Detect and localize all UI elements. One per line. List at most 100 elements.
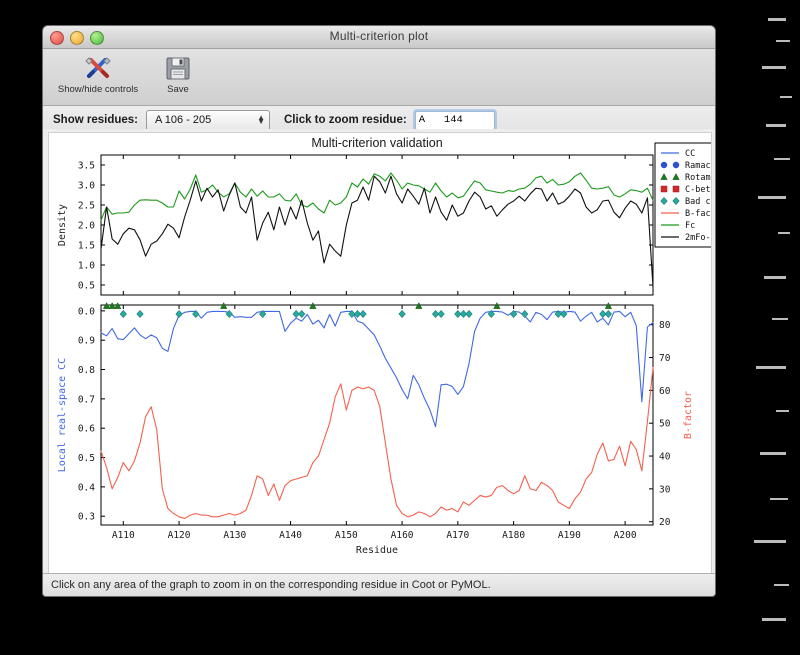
top-y-tick-label: 2.5: [78, 200, 95, 211]
bottom-y2-tick-label: 60: [659, 386, 671, 397]
minimize-button[interactable]: [70, 31, 84, 45]
marker-bad-clash: [465, 309, 473, 319]
bottom-y-tick-label: 0.4: [78, 482, 95, 493]
marker-bad-clash: [487, 309, 495, 319]
marker-rotamer: [604, 302, 613, 309]
marker-bad-clash: [353, 309, 362, 319]
backdrop-streak: [774, 158, 790, 160]
zoom-residue-label: Click to zoom residue:: [284, 114, 407, 126]
backdrop-streak: [768, 18, 786, 21]
save-label: Save: [167, 84, 189, 95]
show-hide-controls-label: Show/hide controls: [57, 84, 139, 95]
marker-bad-clash: [431, 309, 440, 319]
marker-bad-clash: [521, 309, 529, 319]
top-y-tick-label: 1.5: [78, 240, 95, 251]
bottom-x-tick-label: A160: [391, 530, 414, 541]
marker-bad-clash: [398, 309, 406, 319]
bottom-series-b-factor: [100, 366, 654, 519]
bottom-x-tick-label: A180: [502, 530, 525, 541]
window-controls: [50, 31, 104, 45]
zoom-residue-input[interactable]: [414, 110, 495, 130]
residue-range-value: A 106 - 205: [155, 114, 212, 126]
marker-rotamer: [493, 302, 501, 309]
bottom-y2-tick-label: 70: [659, 353, 671, 364]
backdrop-streak: [774, 584, 789, 586]
bottom-y2-tick-label: 30: [659, 484, 671, 495]
legend-box: [654, 142, 711, 248]
marker-bad-clash: [259, 309, 267, 319]
marker-rotamer: [415, 302, 423, 309]
legend-label-c-beta: C-beta: [685, 185, 711, 195]
top-y-tick-label: 0.5: [78, 280, 95, 291]
bottom-x-tick-label: A110: [112, 530, 135, 541]
marker-bad-clash: [298, 309, 306, 319]
bottom-y-tick-label: 0.9: [78, 336, 95, 347]
legend-marker-rotamer: [672, 173, 680, 180]
marker-bad-clash: [437, 309, 445, 319]
marker-bad-clash: [348, 309, 356, 319]
top-series-fc: [100, 172, 654, 221]
bottom-y2-axis-title: B-factor: [683, 391, 694, 439]
bottom-y2-tick-label: 40: [659, 451, 671, 462]
legend-marker-rotamer: [660, 173, 668, 180]
top-y-tick-label: 3.0: [78, 180, 95, 191]
application-window: Multi-criterion plot Show/hide controls: [42, 25, 716, 597]
residue-range-select[interactable]: A 106 - 205 ▲ ▼: [146, 109, 270, 131]
backdrop-streak: [766, 124, 786, 127]
legend-marker-ramachandran: [660, 161, 668, 169]
legend-label-bad-clash: Bad clash: [685, 197, 711, 207]
multi-criterion-plot-canvas[interactable]: Multi-criterion validation 0.5 1.0 1.5 2.0 2.…: [48, 132, 712, 574]
legend-label-fc: Fc: [685, 221, 695, 231]
backdrop-streak: [776, 410, 789, 412]
bottom-x-tick-label: A130: [223, 530, 246, 541]
top-y-tick-label: 2.0: [78, 220, 95, 231]
legend-marker-bad-clash: [672, 196, 680, 206]
legend-label-2mfo-dfc: 2mFo-DFc: [685, 233, 711, 243]
backdrop-streak: [758, 196, 786, 199]
toolbar: Show/hide controls Save: [43, 49, 715, 106]
tools-icon: [83, 53, 113, 83]
window-title: Multi-criterion plot: [329, 29, 429, 43]
marker-bad-clash: [136, 309, 144, 319]
bottom-x-tick-label: A140: [279, 530, 302, 541]
backdrop-streak: [772, 318, 788, 320]
marker-bad-clash: [510, 309, 518, 319]
save-button[interactable]: Save: [155, 53, 201, 95]
marker-bad-clash: [119, 309, 127, 319]
bottom-y-tick-label: 0.3: [78, 512, 95, 523]
plot-svg[interactable]: Multi-criterion validation 0.5 1.0 1.5 2.0 2.…: [49, 133, 711, 573]
top-plot-frame: [100, 154, 654, 296]
zoom-button[interactable]: [90, 31, 104, 45]
bottom-y-tick-label: 0.6: [78, 424, 95, 435]
backdrop-streak: [754, 540, 786, 543]
top-y-axis-title: Density: [57, 204, 68, 246]
bottom-y-tick-label: 0.5: [78, 453, 95, 464]
bottom-series-cc: [100, 310, 654, 428]
status-bar: Click on any area of the graph to zoom i…: [43, 573, 715, 596]
marker-rotamer: [108, 302, 116, 309]
marker-rotamer: [102, 302, 111, 309]
bottom-y2-tick-label: 20: [659, 517, 671, 528]
bottom-x-tick-label: A150: [335, 530, 358, 541]
marker-bad-clash: [225, 309, 233, 319]
marker-bad-clash: [554, 309, 562, 319]
floppy-disk-icon: [164, 53, 192, 83]
bottom-y-tick-label: 0.7: [78, 394, 95, 405]
bottom-y2-tick-label: 80: [659, 320, 671, 331]
legend-marker-ramachandran: [672, 161, 680, 169]
marker-bad-clash: [175, 309, 183, 319]
marker-bad-clash: [560, 309, 568, 319]
show-hide-controls-button[interactable]: Show/hide controls: [55, 53, 141, 95]
legend-label-rotamer: Rotamer: [685, 173, 711, 183]
backdrop-streak: [756, 366, 786, 369]
legend-marker-bad-clash: [660, 196, 668, 206]
plot-title: Multi-criterion validation: [311, 136, 442, 150]
legend-label-cc: CC: [685, 149, 695, 159]
plot-panel: Multi-criterion validation 0.5 1.0 1.5 2.0 2.…: [43, 129, 715, 574]
marker-rotamer: [220, 302, 228, 309]
close-button[interactable]: [50, 31, 64, 45]
top-series-2mfo-dfc: [100, 175, 654, 288]
window-title-bar[interactable]: Multi-criterion plot: [43, 26, 715, 49]
backdrop-streak: [776, 40, 790, 42]
marker-rotamer: [114, 302, 122, 309]
